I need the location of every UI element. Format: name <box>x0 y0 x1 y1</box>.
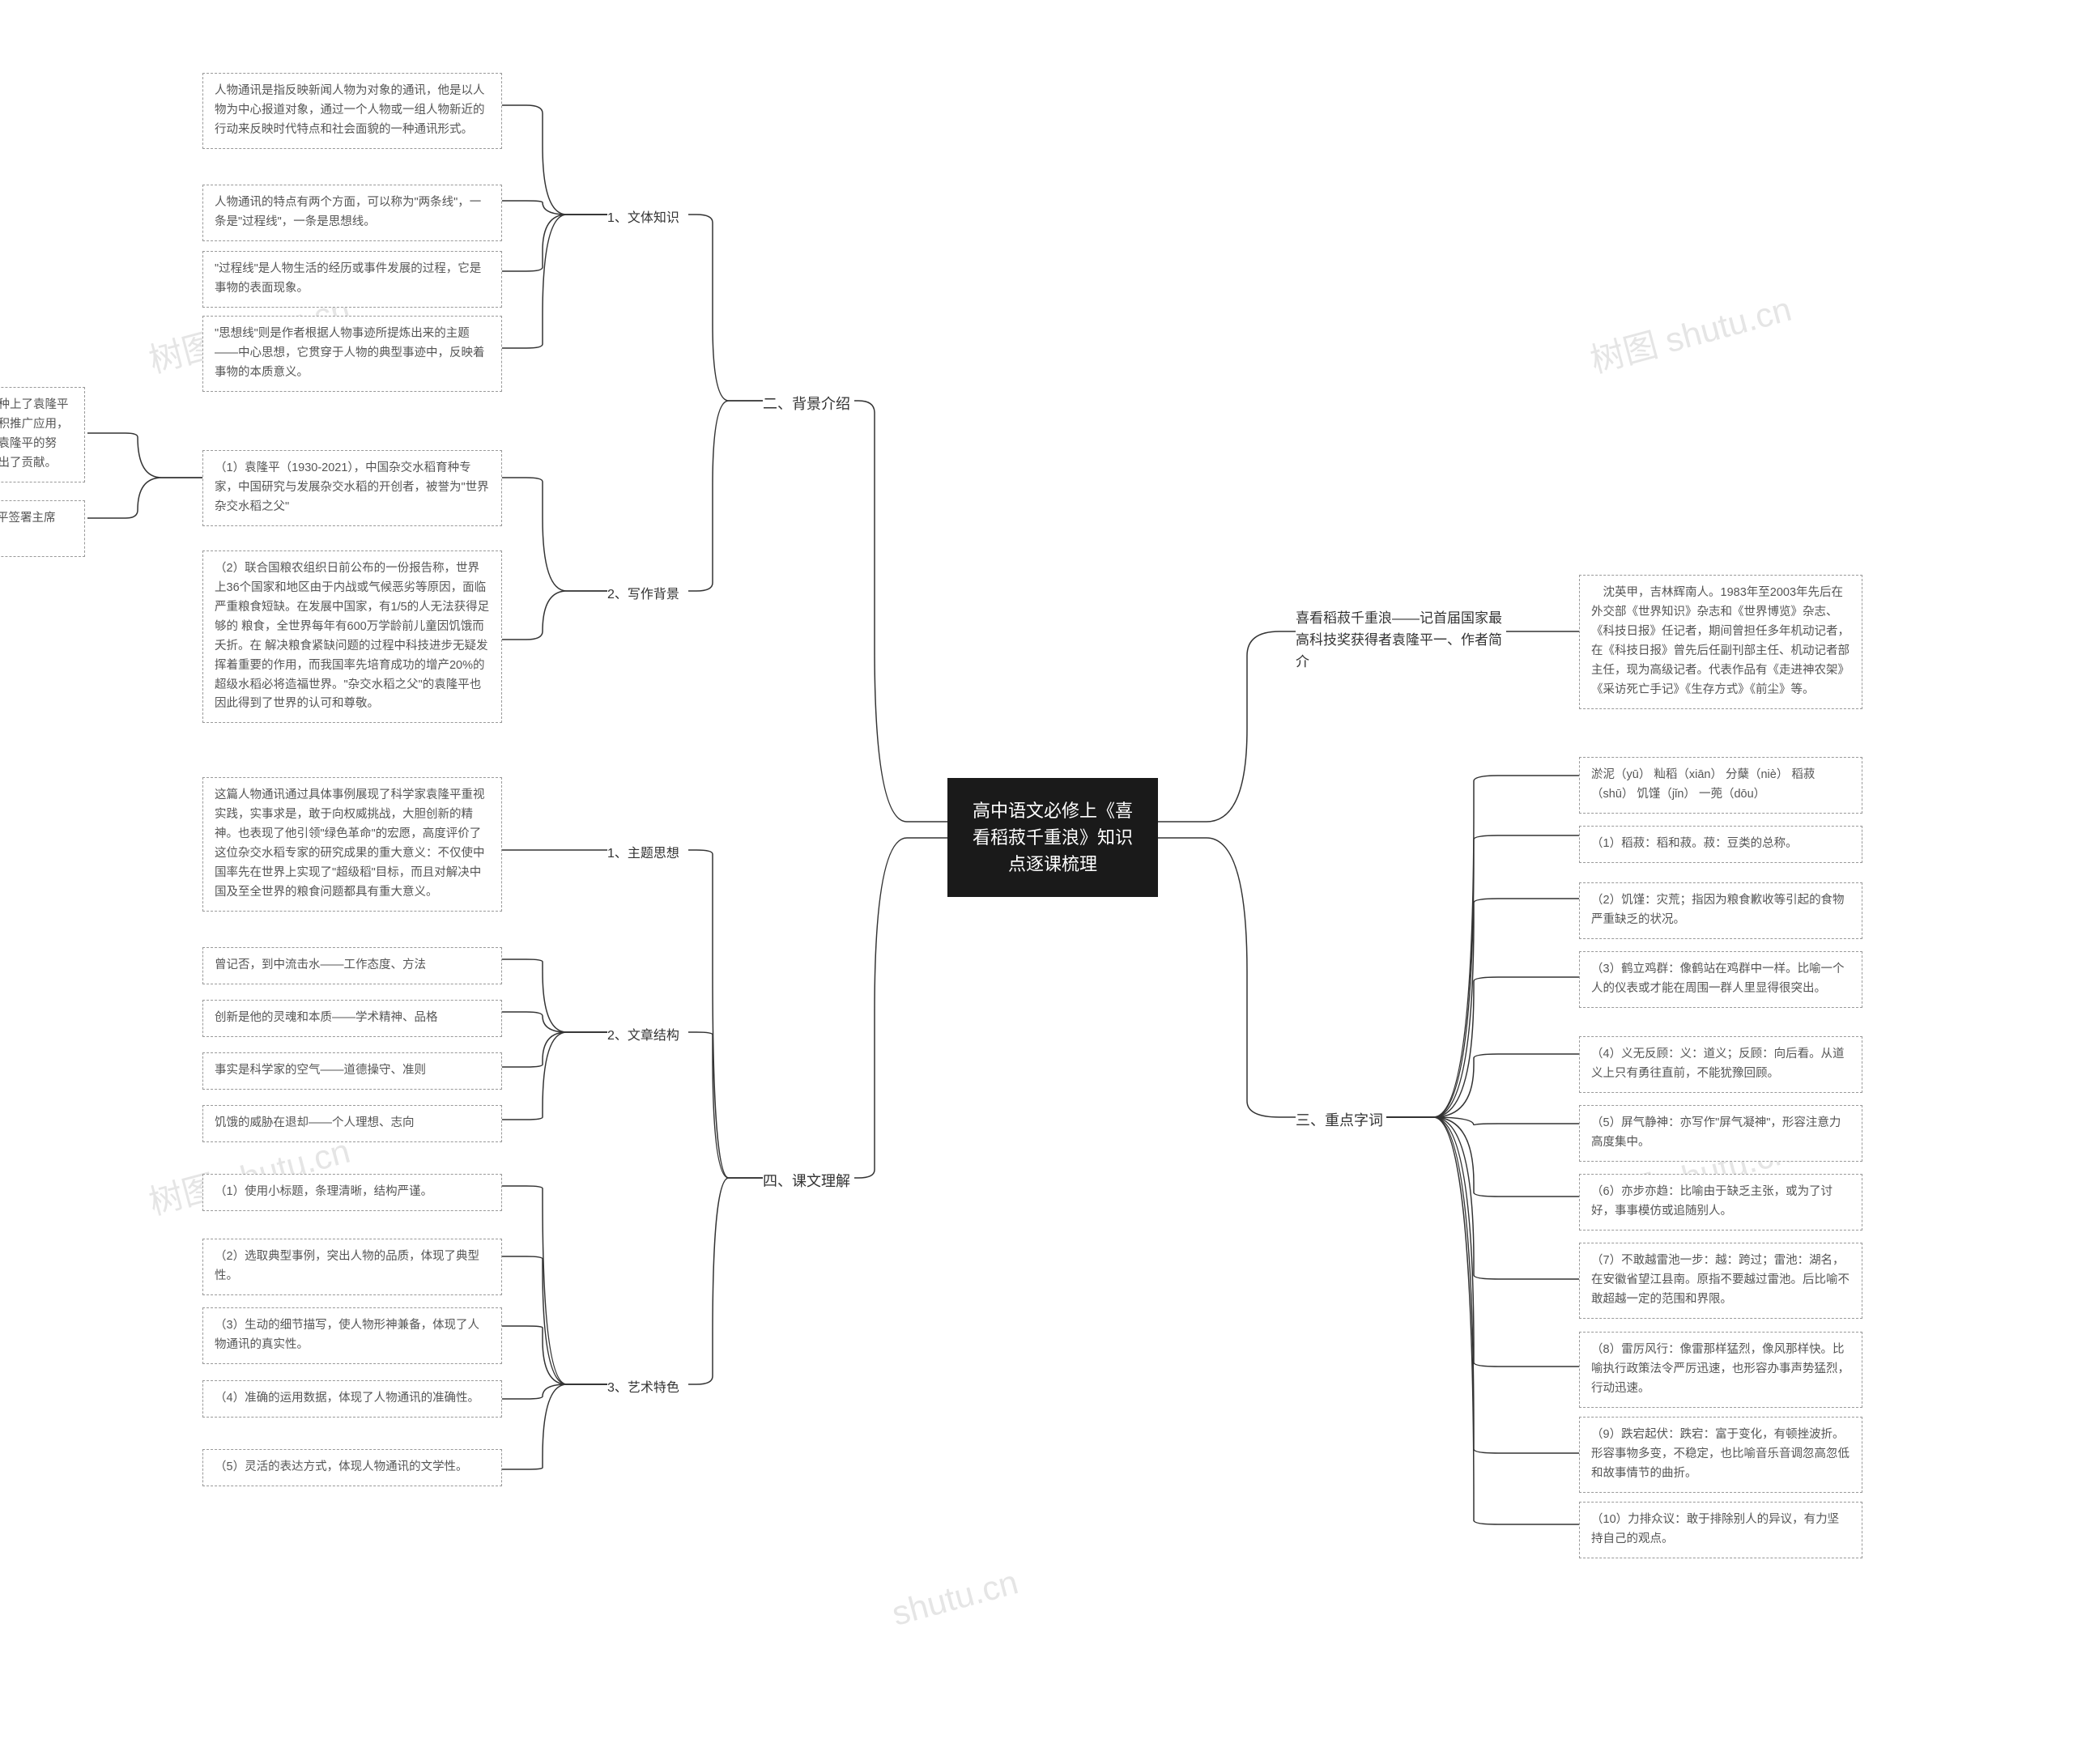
leaf-word-1: （1）稻菽：稻和菽。菽：豆类的总称。 <box>1579 826 1862 863</box>
branch-words-label: 三、重点字词 <box>1296 1109 1383 1130</box>
leaf-word-8: （8）雷厉风行：像雷那样猛烈，像风那样快。比喻执行政策法令严厉迅速，也形容办事声… <box>1579 1332 1862 1408</box>
leaf-art-3: （3）生动的细节描写，使人物形神兼备，体现了人物通讯的真实性。 <box>202 1307 502 1364</box>
leaf-struct-4: 饥饿的威胁在退却——个人理想、志向 <box>202 1105 502 1142</box>
branch-text-label: 四、课文理解 <box>763 1170 850 1191</box>
leaf-struct-2: 创新是他的灵魂和本质——学术精神、品格 <box>202 1000 502 1037</box>
leaf-word-4: （4）义无反顾：义：道义；反顾：向后看。从道义上只有勇往直前，不能犹豫回顾。 <box>1579 1036 1862 1093</box>
watermark: 树图 shutu.cn <box>1584 282 1796 383</box>
leaf-word-10: （10）力排众议：敢于排除别人的异议，有力坚持自己的观点。 <box>1579 1502 1862 1558</box>
branch-author-label: 喜看稻菽千重浪——记首届国家最高科技奖获得者袁隆平一、作者简介 <box>1296 607 1506 674</box>
leaf-word-2: （2）饥馑：灾荒；指因为粮食歉收等引起的食物严重缺乏的状况。 <box>1579 882 1862 939</box>
sub-structure: 2、文章结构 <box>607 1024 679 1044</box>
sub-style-knowledge: 1、文体知识 <box>607 206 679 226</box>
leaf-art-2: （2）选取典型事例，突出人物的品质，体现了典型性。 <box>202 1239 502 1295</box>
leaf-art-5: （5）灵活的表达方式，体现人物通讯的文学性。 <box>202 1449 502 1486</box>
sub-art: 3、艺术特色 <box>607 1376 679 1396</box>
leaf-style-4: "思想线"则是作者根据人物事迹所提炼出来的主题——中心思想，它贯穿于人物的典型事… <box>202 316 502 392</box>
leaf-struct-3: 事实是科学家的空气——道德操守、准则 <box>202 1052 502 1090</box>
leaf-style-1: 人物通讯是指反映新闻人物为对象的通讯，他是以人物为中心报道对象，通过一个人物或一… <box>202 73 502 149</box>
leaf-art-4: （4）准确的运用数据，体现了人物通讯的准确性。 <box>202 1380 502 1418</box>
leaf-writing-1: （1）袁隆平（1930-2021），中国杂交水稻育种专家，中国研究与发展杂交水稻… <box>202 450 502 526</box>
leaf-style-2: 人物通讯的特点有两个方面，可以称为"两条线"，一条是"过程线"，一条是思想线。 <box>202 185 502 241</box>
leaf-word-9: （9）跌宕起伏：跌宕：富于变化，有顿挫波折。形容事物多变，不稳定，也比喻音乐音调… <box>1579 1417 1862 1493</box>
sub-theme: 1、主题思想 <box>607 842 679 861</box>
leaf-author-bio: 沈英甲，吉林辉南人。1983年至2003年先后在外交部《世界知识》杂志和《世界博… <box>1579 575 1862 709</box>
leaf-theme-1: 这篇人物通讯通过具体事例展现了科学家袁隆平重视实践，实事求是，敢于向权威挑战，大… <box>202 777 502 912</box>
leaf-style-3: "过程线"是人物生活的经历或事件发展的过程，它是事物的表面现象。 <box>202 251 502 308</box>
leaf-word-5: （5）屏气静神：亦写作"屏气凝神"，形容注意力高度集中。 <box>1579 1105 1862 1162</box>
leaf-writing-sub-1: 现在，我国大江南北的农田普遍种上了袁隆平研制的杂交水稻。杂交水稻的大面积推广应用… <box>0 387 85 482</box>
leaf-word-3: （3）鹤立鸡群：像鹤站在鸡群中一样。比喻一个人的仪表或才能在周围一群人里显得很突… <box>1579 951 1862 1008</box>
leaf-writing-sub-2: 2019年9月17日，国家主席习近平签署主席令，授予袁隆平"共和国勋章" <box>0 500 85 557</box>
watermark: shutu.cn <box>888 1562 1022 1633</box>
sub-writing-bg: 2、写作背景 <box>607 583 679 602</box>
leaf-word-0: 淤泥（yū） 籼稻（xiān） 分蘖（niè） 稻菽（shū） 饥馑（jǐn） … <box>1579 757 1862 814</box>
leaf-art-1: （1）使用小标题，条理清晰，结构严谨。 <box>202 1174 502 1211</box>
leaf-word-7: （7）不敢越雷池一步：越：跨过；雷池：湖名，在安徽省望江县南。原指不要越过雷池。… <box>1579 1243 1862 1319</box>
center-node: 高中语文必修上《喜看稻菽千重浪》知识点逐课梳理 <box>947 778 1158 897</box>
leaf-word-6: （6）亦步亦趋：比喻由于缺乏主张，或为了讨好，事事模仿或追随别人。 <box>1579 1174 1862 1231</box>
leaf-struct-1: 曾记否，到中流击水——工作态度、方法 <box>202 947 502 984</box>
branch-bg-label: 二、背景介绍 <box>763 393 850 414</box>
leaf-writing-2: （2）联合国粮农组织日前公布的一份报告称，世界上36个国家和地区由于内战或气候恶… <box>202 550 502 723</box>
